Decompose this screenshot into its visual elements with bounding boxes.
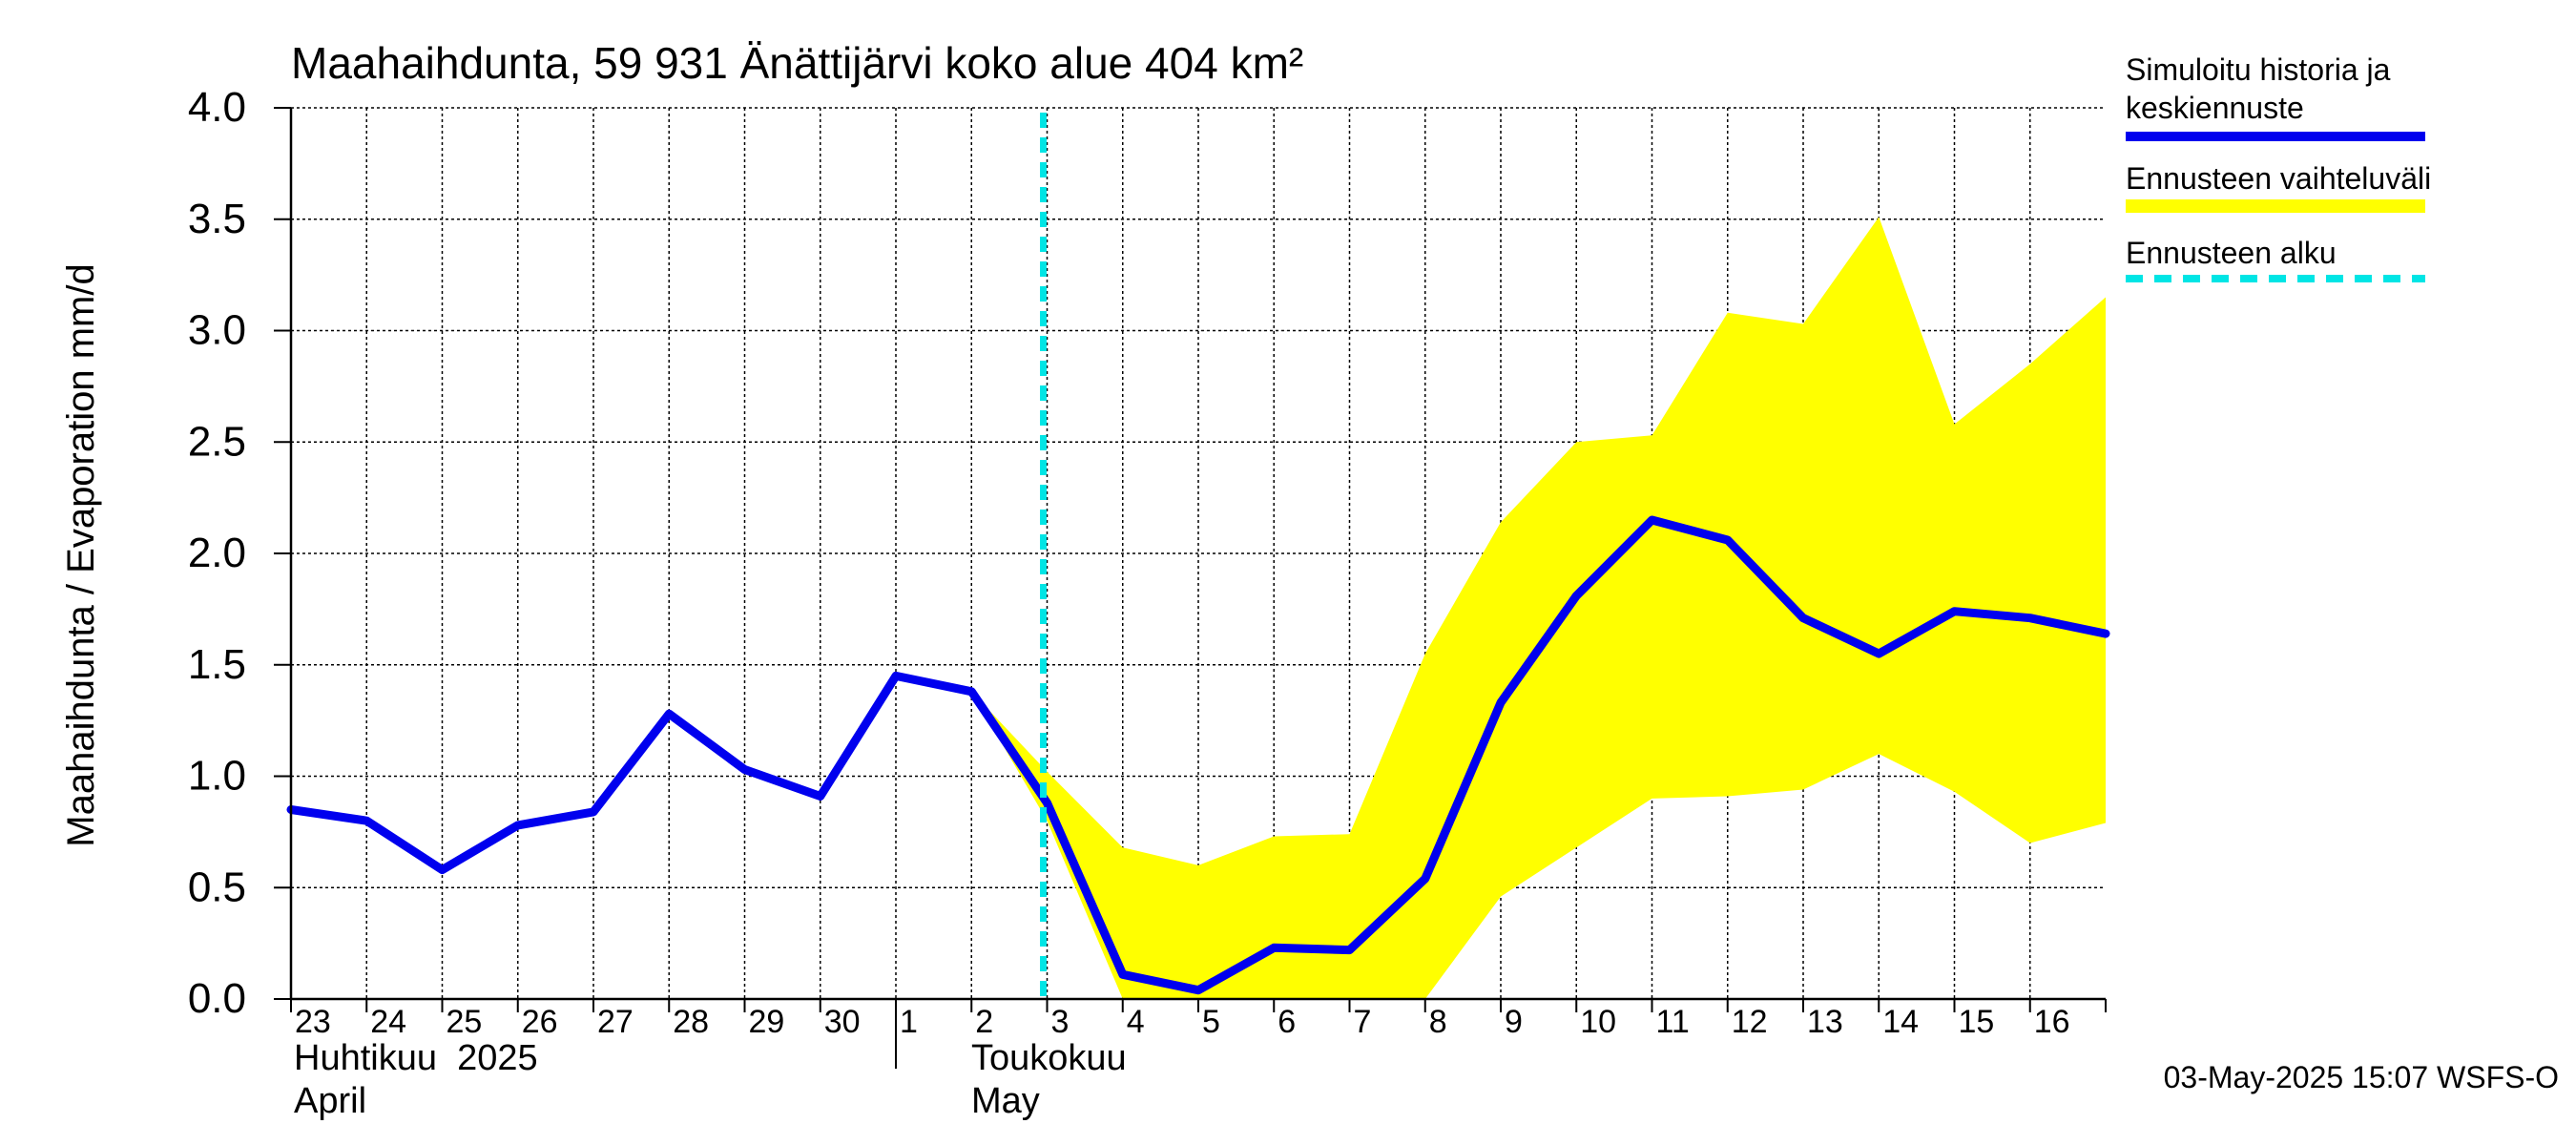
y-tick-label: 2.5: [188, 418, 246, 465]
x-tick-label: 9: [1505, 1004, 1523, 1040]
legend-label-band: Ennusteen vaihteluväli: [2126, 161, 2431, 196]
x-tick-label: 5: [1202, 1004, 1220, 1040]
x-tick-label: 1: [900, 1004, 918, 1040]
axis-layer: 0.00.51.01.52.02.53.03.54.023 24 25 26 27 28 2…: [188, 84, 2107, 1069]
month-label-fi-may: Toukokuu: [971, 1038, 1127, 1078]
y-tick-label: 3.5: [188, 196, 246, 242]
y-tick-label: 4.0: [188, 84, 246, 131]
x-tick-label: 6: [1278, 1004, 1296, 1040]
month-label-fi-april: Huhtikuu 2025: [294, 1038, 538, 1078]
y-axis-label: Maahaihdunta / Evaporation mm/d: [60, 263, 102, 846]
legend-label-forecast-start: Ennusteen alku: [2126, 236, 2337, 270]
y-tick-label: 0.5: [188, 864, 246, 910]
x-tick-label: 13: [1807, 1004, 1843, 1040]
x-tick-label: 16: [2034, 1004, 2070, 1040]
legend: Simuloitu historia ja keskiennuste Ennus…: [2126, 52, 2431, 282]
band-layer: [971, 217, 2106, 999]
x-tick-label: 3: [1051, 1004, 1070, 1040]
x-tick-label: 4: [1127, 1004, 1145, 1040]
y-tick-label: 2.0: [188, 530, 246, 576]
timestamp: 03-May-2025 15:07 WSFS-O: [2164, 1060, 2559, 1094]
x-tick-label: 15: [1959, 1004, 1995, 1040]
x-tick-label: 26: [522, 1004, 558, 1040]
x-tick-label: 29: [749, 1004, 785, 1040]
y-tick-label: 3.0: [188, 307, 246, 354]
x-tick-label: 2: [975, 1004, 993, 1040]
chart-title: Maahaihdunta, 59 931 Änättijärvi koko al…: [291, 38, 1303, 88]
x-tick-label: 11: [1656, 1004, 1690, 1040]
month-label-en-april: April: [294, 1081, 366, 1121]
x-tick-label: 10: [1580, 1004, 1616, 1040]
legend-label-history-line1: Simuloitu historia ja: [2126, 52, 2391, 87]
x-tick-label: 27: [597, 1004, 634, 1040]
x-tick-label: 25: [447, 1004, 483, 1040]
x-tick-label: 30: [824, 1004, 861, 1040]
x-tick-label: 14: [1882, 1004, 1919, 1040]
legend-label-history-line2: keskiennuste: [2126, 91, 2304, 125]
month-labels: Huhtikuu 2025 April Toukokuu May: [294, 1038, 1127, 1121]
x-tick-label: 24: [370, 1004, 406, 1040]
forecast-range-band: [971, 217, 2106, 999]
x-tick-label: 28: [673, 1004, 709, 1040]
y-tick-label: 0.0: [188, 975, 246, 1022]
line-layer: [286, 113, 2110, 999]
x-tick-label: 7: [1354, 1004, 1372, 1040]
month-label-en-may: May: [971, 1081, 1040, 1121]
x-tick-label: 23: [295, 1004, 331, 1040]
x-tick-label: 8: [1429, 1004, 1447, 1040]
y-tick-label: 1.0: [188, 753, 246, 800]
x-tick-label: 12: [1732, 1004, 1768, 1040]
y-tick-label: 1.5: [188, 641, 246, 688]
series-line-simulated-history: [286, 515, 2110, 995]
